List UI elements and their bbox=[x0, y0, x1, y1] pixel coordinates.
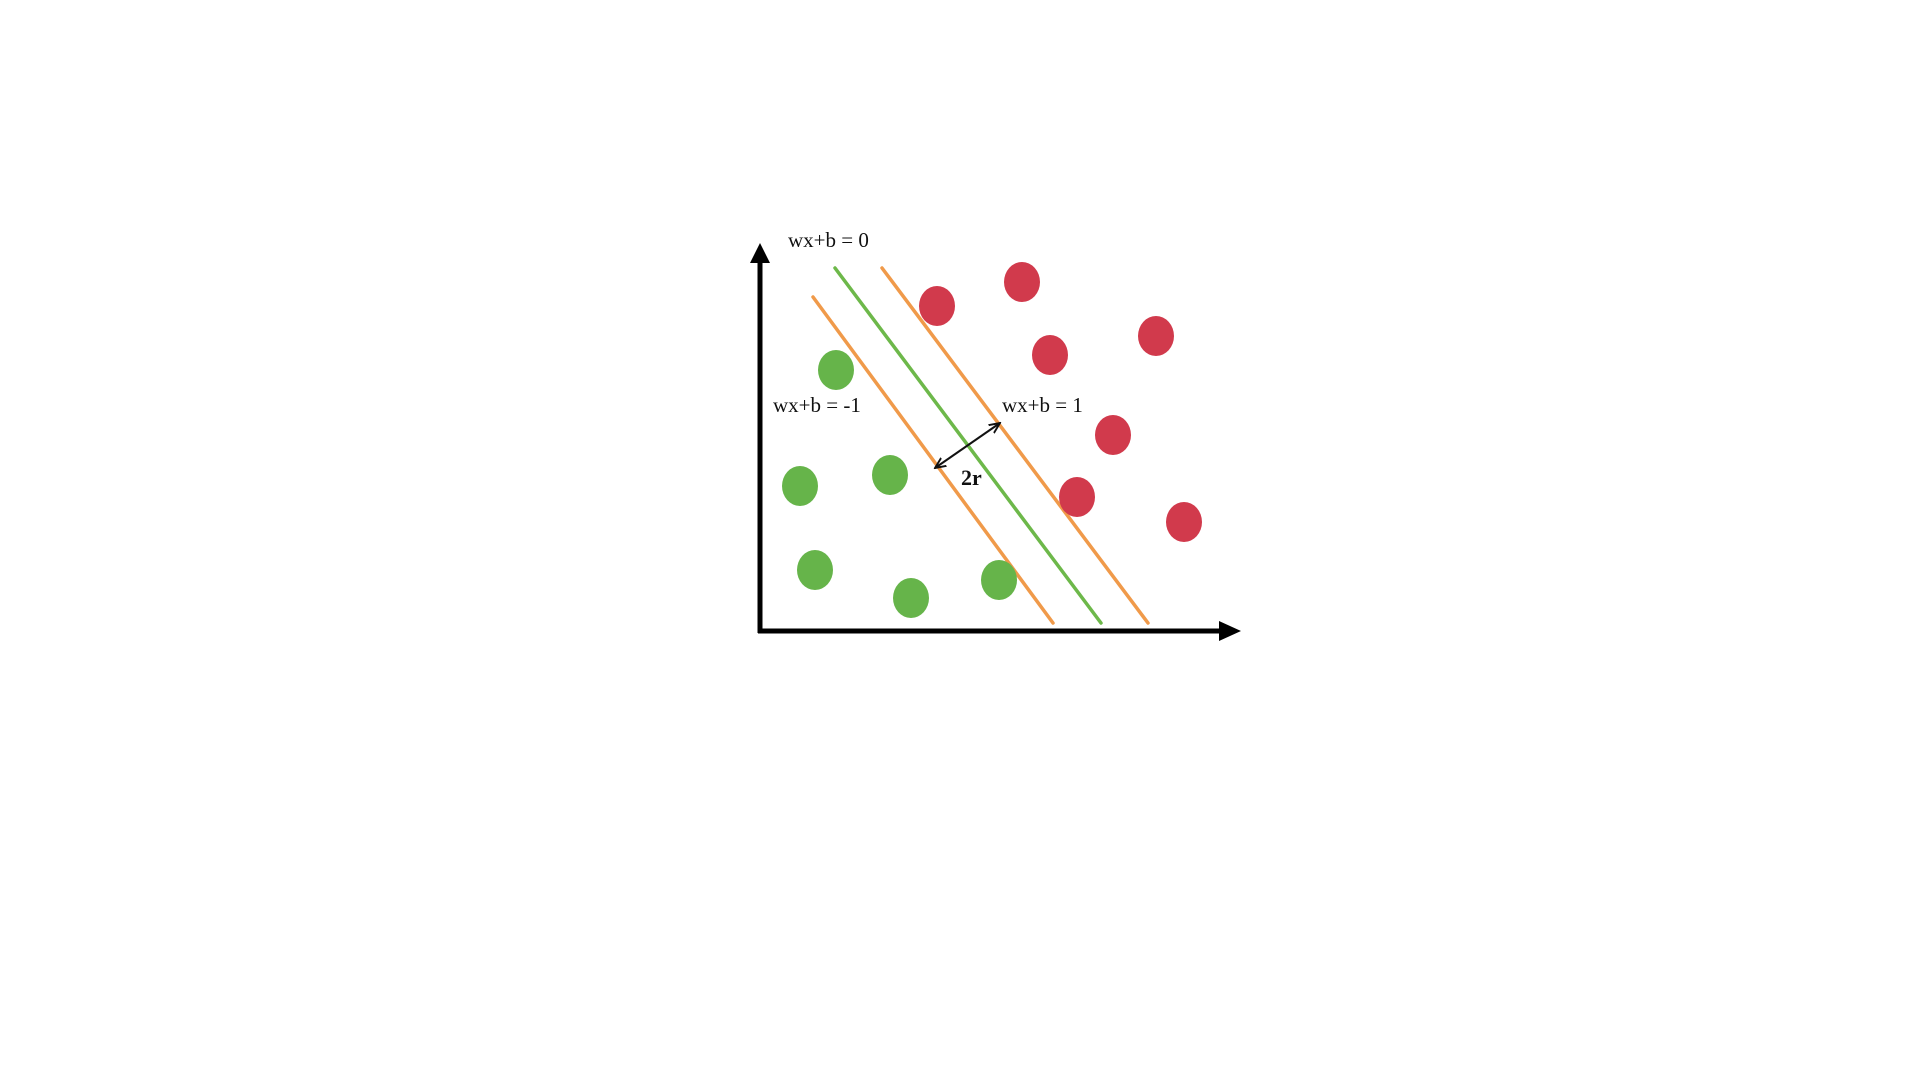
positive-margin-line bbox=[880, 266, 1150, 625]
data-point-negative bbox=[782, 466, 818, 506]
data-point-positive bbox=[1166, 502, 1202, 542]
x-axis-arrowhead bbox=[1219, 621, 1241, 641]
data-point-positive bbox=[1059, 477, 1095, 517]
class-negative-points bbox=[782, 350, 1017, 618]
data-point-positive bbox=[1004, 262, 1040, 302]
data-point-positive bbox=[1138, 316, 1174, 356]
axes bbox=[750, 243, 1241, 641]
y-axis-arrowhead bbox=[750, 243, 770, 263]
hyperplane-label: wx+b = 0 bbox=[788, 228, 869, 252]
margin-width-label: 2r bbox=[961, 465, 982, 490]
positive-margin-label: wx+b = 1 bbox=[1002, 393, 1083, 417]
class-positive-points bbox=[919, 262, 1202, 542]
data-point-positive bbox=[1032, 335, 1068, 375]
data-point-negative bbox=[872, 455, 908, 495]
data-point-negative bbox=[893, 578, 929, 618]
negative-margin-label: wx+b = -1 bbox=[773, 393, 861, 417]
data-point-negative bbox=[818, 350, 854, 390]
margin-width-arrow bbox=[935, 423, 1000, 468]
data-point-negative bbox=[797, 550, 833, 590]
data-point-positive bbox=[1095, 415, 1131, 455]
data-point-positive bbox=[919, 286, 955, 326]
negative-margin-line bbox=[811, 295, 1055, 625]
data-point-negative bbox=[981, 560, 1017, 600]
